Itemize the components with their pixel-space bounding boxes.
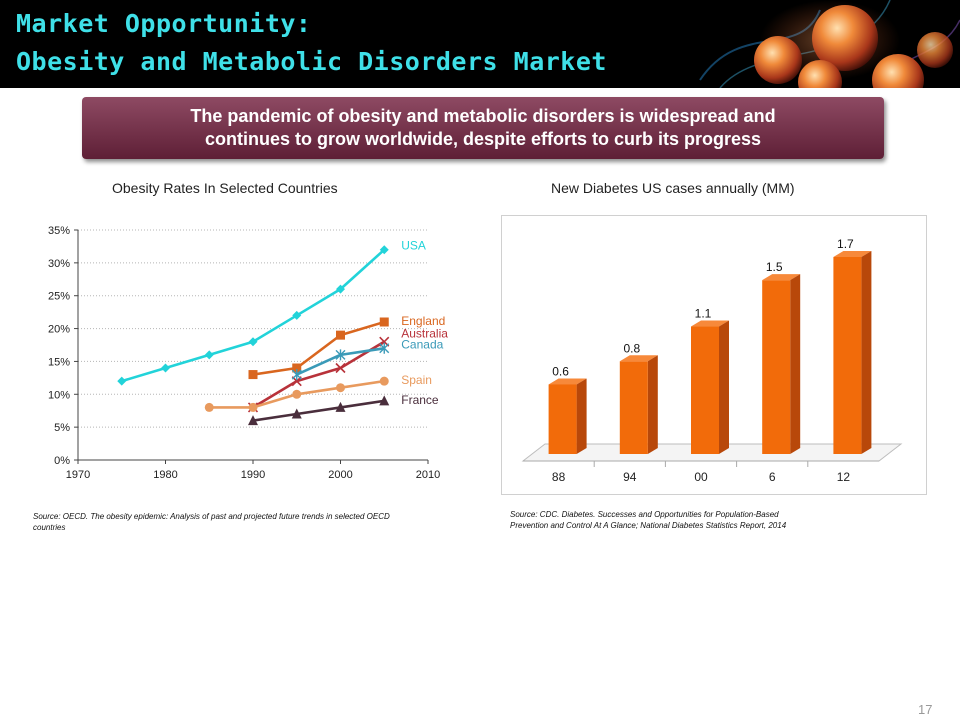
bar-side-94 [647, 355, 658, 454]
page-number: 17 [918, 702, 933, 717]
x-tick-label: 2000 [328, 469, 352, 481]
diabetes-source-line-1: Source: CDC. Diabetes. Successes and Opp… [510, 510, 779, 519]
bar-6 [762, 280, 791, 454]
series-label-usa: USA [401, 239, 426, 253]
point-canada [335, 349, 346, 361]
point-usa [117, 376, 127, 386]
data-label: 1.1 [695, 307, 712, 321]
y-tick-label: 30% [48, 258, 70, 270]
series-label-england: England [401, 314, 445, 328]
point-usa [161, 363, 170, 373]
x-tick-label: 12 [837, 470, 851, 484]
bar-00 [691, 326, 719, 454]
obesity-source-line-2: countries [33, 523, 66, 532]
point-france [335, 401, 346, 412]
x-tick-label: 1970 [66, 469, 90, 481]
point-england [248, 370, 258, 380]
series-label-canada: Canada [401, 337, 443, 351]
header: Market Opportunity: Obesity and Metaboli… [0, 0, 960, 88]
bar-side-12 [861, 251, 872, 454]
data-label: 1.5 [766, 260, 783, 274]
point-france [379, 395, 390, 406]
point-spain [204, 402, 214, 412]
y-tick-label: 25% [48, 291, 70, 303]
page-title-line-2: Obesity and Metabolic Disorders Market [16, 47, 607, 76]
point-spain [336, 383, 345, 393]
bar-88 [548, 384, 577, 454]
x-tick-label: 2010 [416, 469, 440, 481]
point-usa [379, 245, 389, 255]
banner-line-2: continues to grow worldwide, despite eff… [204, 129, 762, 149]
obesity-chart-title: Obesity Rates In Selected Countries [112, 180, 338, 196]
bar-side-88 [576, 378, 587, 454]
series-label-australia: Australia [401, 327, 448, 341]
point-england [336, 330, 345, 340]
cell-spheres-decoration [699, 0, 960, 88]
x-tick-label: 94 [623, 470, 637, 484]
point-usa [292, 310, 302, 320]
obesity-line-chart: 0% 5% 10% 15% 20% 25% 30% 35% 1970 1980 1990 2000 20… [48, 225, 448, 481]
series-label-spain: Spain [401, 373, 432, 387]
series-label-france: France [401, 393, 439, 407]
data-label: 0.6 [552, 364, 569, 378]
y-tick-label: 0% [54, 455, 70, 467]
banner-line-1: The pandemic of obesity and metabolic di… [190, 106, 776, 126]
x-tick-label: 88 [552, 470, 566, 484]
bar-top-12 [833, 251, 872, 257]
point-france [291, 408, 302, 419]
diabetes-bar-chart: 0.6 88 0.8 94 1.1 00 1.5 6 1.7 12 [501, 215, 927, 495]
y-tick-label: 5% [54, 422, 70, 434]
bar-top-6 [762, 274, 801, 281]
point-australia [335, 362, 346, 374]
y-tick-label: 10% [48, 389, 70, 401]
y-tick-label: 20% [48, 324, 70, 336]
x-tick-label: 1990 [241, 469, 265, 481]
series-line-france [252, 399, 385, 422]
series-line-england [252, 320, 385, 376]
y-tick-label: 15% [48, 356, 70, 368]
page-title-line-1: Market Opportunity: [16, 9, 312, 38]
point-canada [291, 369, 302, 381]
point-spain [292, 389, 302, 399]
bar-side-6 [790, 274, 801, 454]
point-england [379, 317, 389, 327]
x-tick-label: 00 [694, 470, 708, 484]
y-tick-label: 35% [48, 225, 70, 237]
point-france [248, 415, 258, 426]
bar-side-00 [719, 320, 729, 454]
point-spain [379, 376, 389, 386]
obesity-source-line-1: Source: OECD. The obesity epidemic: Anal… [33, 512, 390, 521]
bar-top-00 [691, 320, 729, 327]
series-line-australia [252, 340, 385, 409]
x-tick-label: 1980 [153, 469, 177, 481]
x-tick-label: 6 [769, 470, 776, 484]
obesity-source-note: Source: OECD. The obesity epidemic: Anal… [33, 511, 473, 533]
diabetes-source-line-2: Prevention and Control At A Glance; Nati… [510, 521, 787, 530]
diabetes-source-note: Source: CDC. Diabetes. Successes and Opp… [510, 509, 930, 531]
diabetes-chart-title: New Diabetes US cases annually (MM) [551, 180, 795, 196]
data-label: 0.8 [623, 341, 640, 355]
bar-12 [833, 257, 862, 454]
data-label: 1.7 [837, 237, 854, 251]
point-spain [248, 402, 258, 412]
point-canada [379, 342, 390, 354]
point-usa [204, 350, 214, 360]
point-usa [248, 337, 258, 347]
bar-top-88 [548, 378, 587, 385]
bar-94 [619, 361, 648, 454]
headline-banner: The pandemic of obesity and metabolic di… [82, 97, 884, 159]
point-usa [336, 284, 345, 294]
bar-top-94 [619, 355, 658, 362]
point-england [292, 363, 302, 373]
